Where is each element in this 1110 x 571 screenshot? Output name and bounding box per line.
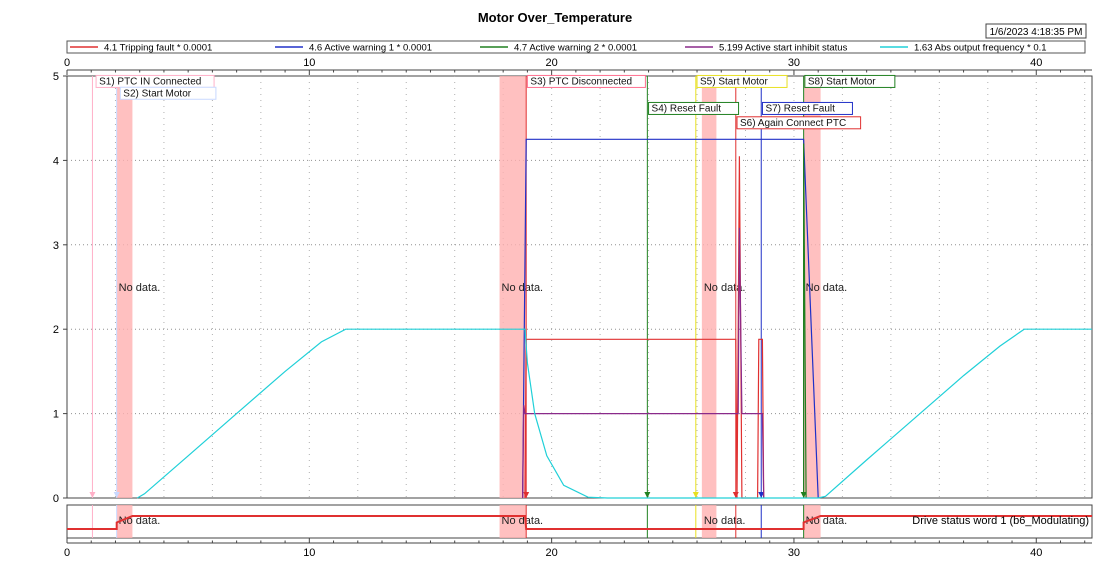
- annotation-label: S5) Start Motor: [700, 76, 768, 87]
- status-panel-content: No data. No data. No data. No data. Drive st…: [67, 505, 1092, 538]
- nodata-label: No data.: [119, 282, 161, 294]
- x-tick-label: 30: [788, 547, 800, 559]
- annotation-label: S2) Start Motor: [123, 88, 191, 99]
- annotation-box: [526, 74, 646, 88]
- y-tick-label: 2: [53, 324, 59, 336]
- event-arrow: [644, 492, 651, 498]
- annotation-box: [648, 101, 740, 115]
- y-tick-label: 0: [53, 493, 59, 505]
- annotation-label: S3) PTC Disconnected: [530, 76, 632, 87]
- legend-label: 4.1 Tripping fault * 0.0001: [104, 43, 212, 54]
- annotation-box: [736, 116, 862, 130]
- x-tick-label: 0: [64, 547, 70, 559]
- annotation-label: S8) Start Motor: [808, 76, 876, 87]
- x-tick-label: 40: [1030, 57, 1042, 69]
- event-arrow: [89, 492, 96, 498]
- y-tick-label: 4: [53, 155, 59, 167]
- status-panel: [66, 504, 1093, 539]
- event-arrow: [692, 492, 699, 498]
- nodata-bands: No data. No data. No data. No data.: [116, 76, 848, 498]
- nodata-band: [701, 76, 717, 498]
- nodata-label: No data.: [502, 282, 544, 294]
- chart-timestamp: 1/6/2023 4:18:35 PM: [990, 27, 1083, 38]
- nodata-label: No data.: [806, 282, 848, 294]
- status-nodata-label: No data.: [502, 515, 544, 527]
- x-tick-label: 10: [303, 57, 315, 69]
- nodata-band: [803, 76, 821, 498]
- event-arrow: [113, 492, 120, 498]
- annotation-box: [761, 101, 853, 115]
- annotation-label: S7) Reset Fault: [765, 103, 835, 114]
- annotation-label: S6) Again Connect PTC: [740, 118, 846, 129]
- legend-label: 1.63 Abs output frequency * 0.1: [914, 43, 1047, 54]
- series-line: [522, 227, 765, 499]
- series-line: [802, 143, 807, 499]
- annotation-box: [804, 74, 896, 88]
- timestamp-box: [985, 23, 1087, 39]
- bottom-x-axis: 0 10 20 30 40: [64, 538, 1092, 559]
- y-tick-label: 5: [53, 71, 59, 83]
- nodata-label: No data.: [704, 282, 746, 294]
- status-label: Drive status word 1 (b6_Modulating): [912, 515, 1089, 527]
- legend: 4.1 Tripping fault * 0.0001 4.6 Active wa…: [70, 43, 1047, 54]
- status-nodata-band: [803, 505, 821, 538]
- x-tick-label: 30: [788, 57, 800, 69]
- event-arrow: [758, 492, 765, 498]
- x-tick-label: 20: [546, 547, 558, 559]
- annotation-label: S4) Reset Fault: [652, 103, 722, 114]
- x-tick-label: 40: [1030, 547, 1042, 559]
- y-tick-label: 3: [53, 240, 59, 252]
- nodata-band: [499, 76, 527, 498]
- y-tick-label: 1: [53, 409, 59, 421]
- status-nodata-band: [116, 505, 133, 538]
- annotation-label: S1) PTC IN Connected: [99, 76, 201, 87]
- chart-title: Motor Over_Temperature: [478, 10, 632, 25]
- x-tick-label: 10: [303, 547, 315, 559]
- series-lines: [136, 138, 1092, 499]
- legend-label: 4.7 Active warning 2 * 0.0001: [514, 43, 637, 54]
- plot-area: [66, 75, 1093, 499]
- series-line: [136, 328, 1092, 499]
- legend-label: 5.199 Active start inhibit status: [719, 43, 848, 54]
- series-line: [522, 138, 819, 499]
- annotation-box: [696, 74, 788, 88]
- y-axis: 0 1 2 3 4 5: [53, 71, 67, 505]
- annotation-box: [119, 86, 217, 100]
- legend-label: 4.6 Active warning 1 * 0.0001: [309, 43, 432, 54]
- status-nodata-label: No data.: [704, 515, 746, 527]
- top-x-axis: 0 10 20 30 40: [64, 57, 1092, 75]
- x-tick-label: 20: [546, 57, 558, 69]
- nodata-band: [116, 76, 133, 498]
- x-tick-label: 0: [64, 57, 70, 69]
- status-nodata-band: [499, 505, 527, 538]
- legend-box: [66, 40, 1086, 54]
- status-line: [67, 515, 1092, 530]
